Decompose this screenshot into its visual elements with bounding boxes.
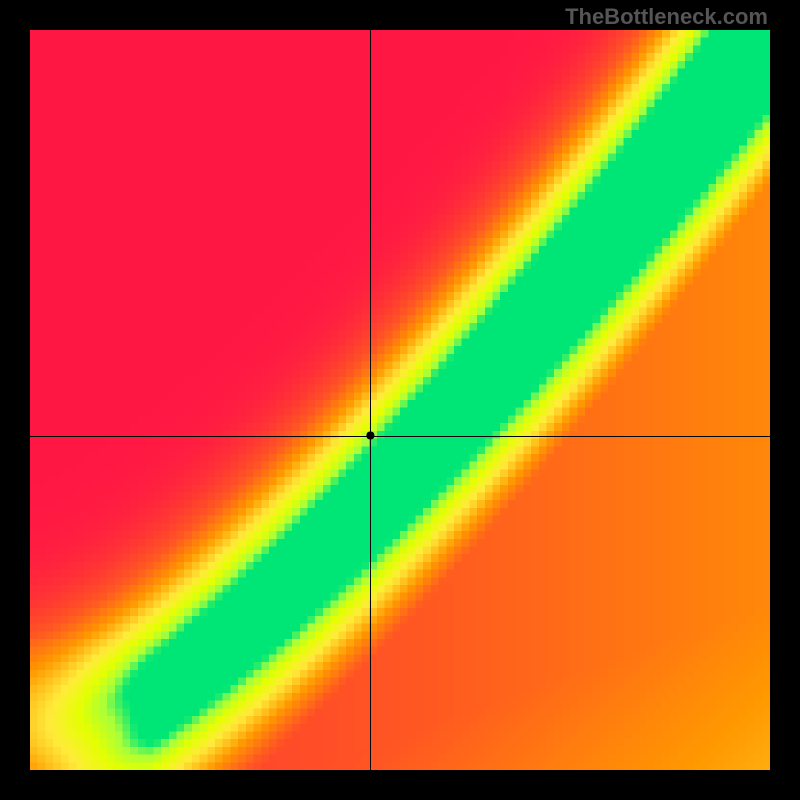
- chart-container: { "watermark": { "text": "TheBottleneck.…: [0, 0, 800, 800]
- watermark-text: TheBottleneck.com: [565, 4, 768, 30]
- crosshair-overlay: [30, 30, 770, 770]
